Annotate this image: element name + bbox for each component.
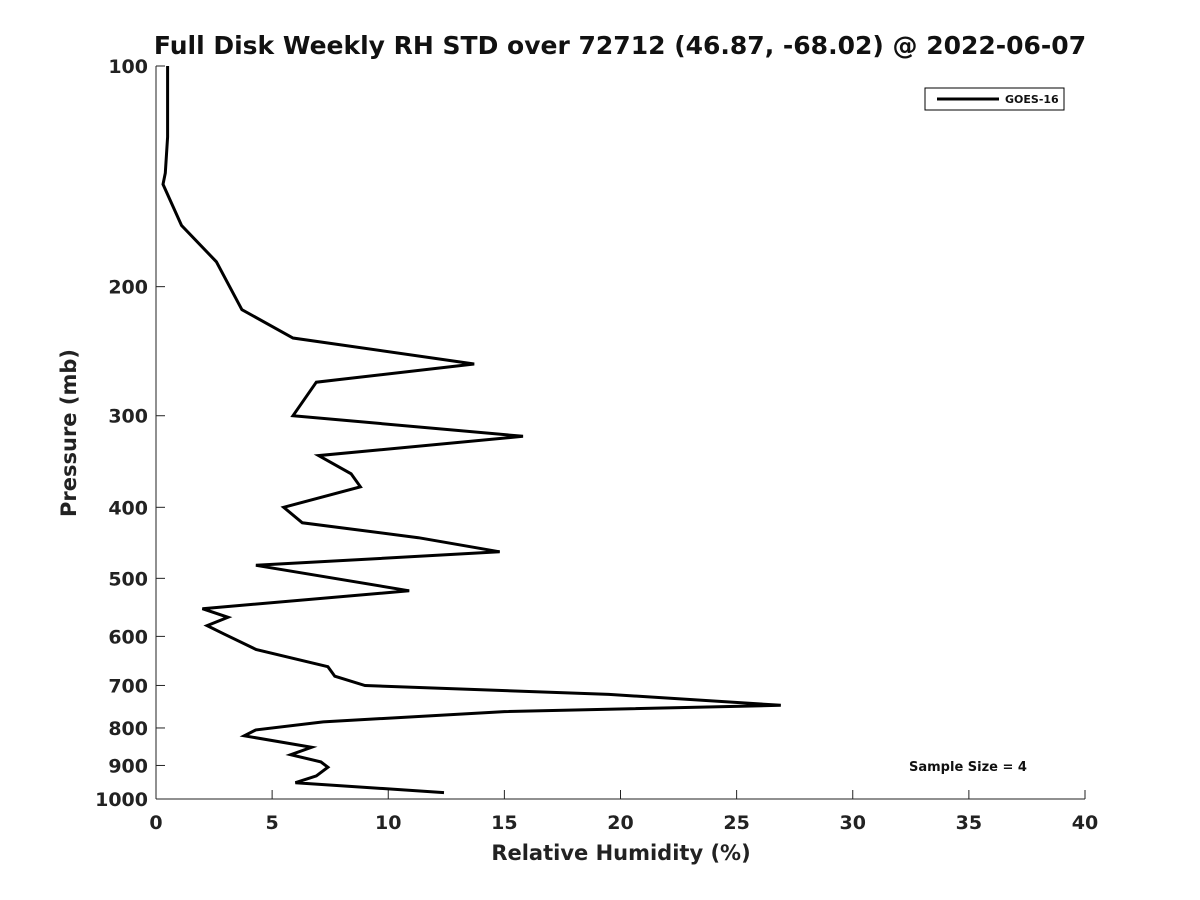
x-tick-label: 25 [723, 812, 749, 834]
y-tick-label: 200 [108, 277, 148, 299]
legend: GOES-16 [924, 87, 1065, 111]
y-tick-label: 800 [108, 718, 148, 740]
sample-size-annotation: Sample Size = 4 [909, 760, 1027, 775]
axes [155, 66, 1085, 800]
x-tick-label: 5 [266, 812, 279, 834]
y-tick-label: 600 [108, 626, 148, 648]
y-tick-label: 900 [108, 755, 148, 777]
legend-label: GOES-16 [1005, 93, 1059, 106]
y-tick-label: 400 [108, 497, 148, 519]
y-tick-label: 500 [108, 568, 148, 590]
x-tick-label: 15 [491, 812, 517, 834]
y-tick-label: 100 [108, 56, 148, 78]
x-tick-label: 30 [840, 812, 866, 834]
y-tick-label: 300 [108, 406, 148, 428]
x-tick-label: 0 [149, 812, 162, 834]
y-axis-label: Pressure (mb) [57, 349, 81, 517]
x-tick-label: 40 [1072, 812, 1098, 834]
ticks: 0 5 10 15 20 25 30 35 40 100 200 300 400 500 600 700 800… [95, 56, 1098, 834]
y-tick-label: 1000 [95, 789, 148, 811]
series-line-1 [161, 66, 781, 795]
y-tick-label: 700 [108, 675, 148, 697]
x-tick-label: 10 [375, 812, 401, 834]
series [161, 66, 781, 795]
x-tick-label: 20 [607, 812, 633, 834]
x-tick-label: 35 [956, 812, 982, 834]
x-axis-label: Relative Humidity (%) [491, 841, 750, 865]
chart-title: Full Disk Weekly RH STD over 72712 (46.8… [154, 31, 1086, 60]
